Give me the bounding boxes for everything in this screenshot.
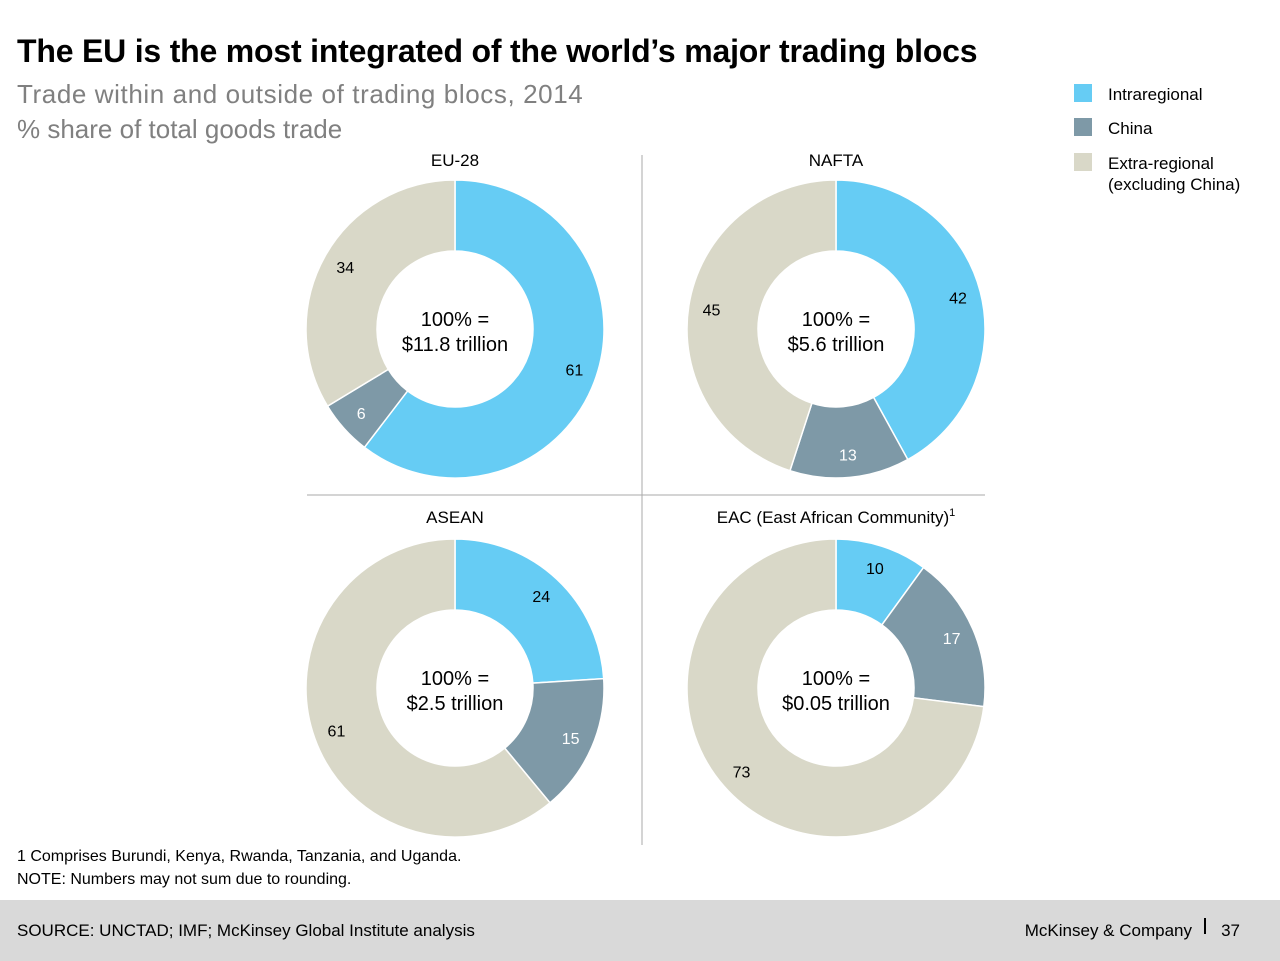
note: NOTE: Numbers may not sum due to roundin…	[17, 871, 352, 888]
slice-extra-regional	[686, 538, 985, 838]
legend-swatch-china	[1074, 118, 1092, 136]
source-text: SOURCE: UNCTAD; IMF; McKinsey Global Ins…	[17, 921, 475, 940]
page-subtitle: Trade within and outside of trading bloc…	[17, 79, 584, 109]
data-label-extra-regional: 34	[336, 260, 354, 277]
data-label-china: 17	[943, 631, 961, 648]
center-label-total: $0.05 trillion	[782, 693, 890, 715]
center-label-total: $11.8 trillion	[402, 334, 508, 356]
legend-swatch-intraregional	[1074, 84, 1092, 102]
data-label-extra-regional: 73	[733, 764, 751, 781]
legend-label: Extra-regional (excluding China)	[1108, 154, 1241, 194]
donut-chart-3: ASEAN 24 15 61 100% = $2.5 trillion	[305, 508, 605, 838]
center-label-total: $5.6 trillion	[788, 334, 885, 356]
data-label-china: 6	[357, 406, 366, 423]
data-label-china: 15	[562, 731, 580, 748]
data-label-intraregional: 42	[949, 291, 967, 308]
slice-extra-regional	[305, 179, 456, 408]
legend-label: China	[1108, 119, 1153, 138]
center-label-percent: 100% =	[421, 668, 489, 690]
data-label-intraregional: 24	[532, 589, 550, 606]
donut-chart-1: EU-28 61 6 34 100% = $11.8 trillion	[305, 151, 605, 479]
legend-label: Intraregional	[1108, 85, 1203, 104]
slice-intraregional	[835, 179, 986, 461]
slice-extra-regional	[305, 538, 552, 838]
chart-title-superscript: 1	[949, 507, 955, 519]
footnote: 1 Comprises Burundi, Kenya, Rwanda, Tanz…	[17, 848, 462, 865]
chart-title: EU-28	[431, 151, 479, 170]
donut-charts: EU-28 61 6 34 100% = $11.8 trillion NAFTA 42 13 4…	[305, 151, 986, 845]
chart-title: NAFTA	[809, 151, 864, 170]
brand-name: McKinsey & Company	[1024, 921, 1192, 940]
page-title: The EU is the most integrated of the wor…	[17, 33, 978, 69]
slice-intraregional	[363, 179, 605, 479]
data-label-intraregional: 10	[866, 561, 884, 578]
unit-label: % share of total goods trade	[17, 114, 343, 144]
center-label-percent: 100% =	[802, 668, 870, 690]
data-label-china: 13	[839, 447, 857, 464]
chart-title: EAC (East African Community)1	[717, 507, 956, 527]
slice-extra-regional	[686, 179, 837, 472]
center-label-percent: 100% =	[421, 309, 489, 331]
data-label-extra-regional: 45	[703, 302, 721, 319]
data-label-intraregional: 61	[565, 362, 583, 379]
footer: SOURCE: UNCTAD; IMF; McKinsey Global Ins…	[0, 900, 1280, 961]
center-label-total: $2.5 trillion	[407, 693, 504, 715]
center-label-percent: 100% =	[802, 309, 870, 331]
footer-separator	[1204, 918, 1206, 934]
chart-title: ASEAN	[426, 508, 484, 527]
donut-chart-2: NAFTA 42 13 45 100% = $5.6 trillion	[686, 151, 986, 479]
slice-intraregional	[454, 538, 605, 684]
page-number: 37	[1221, 921, 1240, 940]
data-label-extra-regional: 61	[328, 724, 346, 741]
legend-swatch-extra-regional	[1074, 153, 1092, 171]
donut-chart-4: EAC (East African Community)1 10 17 73 100% …	[686, 507, 986, 838]
